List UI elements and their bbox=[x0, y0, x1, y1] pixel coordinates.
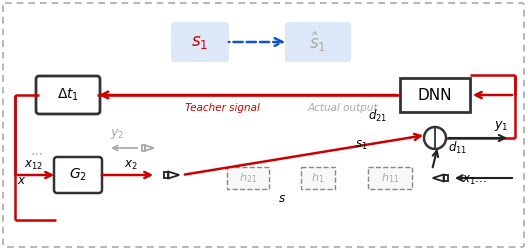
FancyBboxPatch shape bbox=[171, 22, 229, 62]
Text: $G_2$: $G_2$ bbox=[69, 167, 87, 183]
Text: DNN: DNN bbox=[418, 88, 452, 102]
Text: $h_{11}$: $h_{11}$ bbox=[381, 171, 399, 185]
Bar bbox=[227, 167, 269, 189]
FancyBboxPatch shape bbox=[285, 22, 351, 62]
Text: $x_2$: $x_2$ bbox=[124, 159, 138, 172]
Polygon shape bbox=[168, 172, 179, 178]
Text: $d_{11}$: $d_{11}$ bbox=[448, 140, 467, 156]
Bar bbox=[368, 167, 412, 189]
Text: $s_1$: $s_1$ bbox=[355, 139, 367, 152]
Bar bbox=[301, 167, 335, 189]
Polygon shape bbox=[433, 174, 444, 182]
Bar bbox=[444, 174, 448, 182]
Bar bbox=[164, 172, 168, 178]
Text: $x_{12}$: $x_{12}$ bbox=[24, 159, 43, 172]
Text: $h_{21}$: $h_{21}$ bbox=[239, 171, 257, 185]
Text: $y_1$: $y_1$ bbox=[494, 119, 508, 133]
Text: ...: ... bbox=[30, 144, 43, 158]
Bar bbox=[400, 78, 470, 112]
Text: Teacher signal: Teacher signal bbox=[185, 103, 260, 113]
FancyBboxPatch shape bbox=[3, 3, 524, 247]
Text: $s$: $s$ bbox=[278, 192, 286, 205]
Text: $y_2$: $y_2$ bbox=[110, 127, 124, 141]
Text: $\Delta t_1$: $\Delta t_1$ bbox=[57, 87, 79, 103]
Text: $d_{21}$: $d_{21}$ bbox=[368, 108, 387, 124]
Text: $x_1$...: $x_1$... bbox=[462, 174, 487, 187]
Text: $x$: $x$ bbox=[17, 174, 26, 187]
Text: $h_1$: $h_1$ bbox=[312, 171, 325, 185]
Polygon shape bbox=[145, 145, 154, 151]
Circle shape bbox=[424, 127, 446, 149]
Text: $\hat{s}_1$: $\hat{s}_1$ bbox=[309, 30, 327, 54]
FancyBboxPatch shape bbox=[54, 157, 102, 193]
Bar bbox=[142, 145, 145, 151]
Text: Actual output: Actual output bbox=[308, 103, 379, 113]
FancyBboxPatch shape bbox=[36, 76, 100, 114]
Text: $s_1$: $s_1$ bbox=[192, 33, 209, 51]
